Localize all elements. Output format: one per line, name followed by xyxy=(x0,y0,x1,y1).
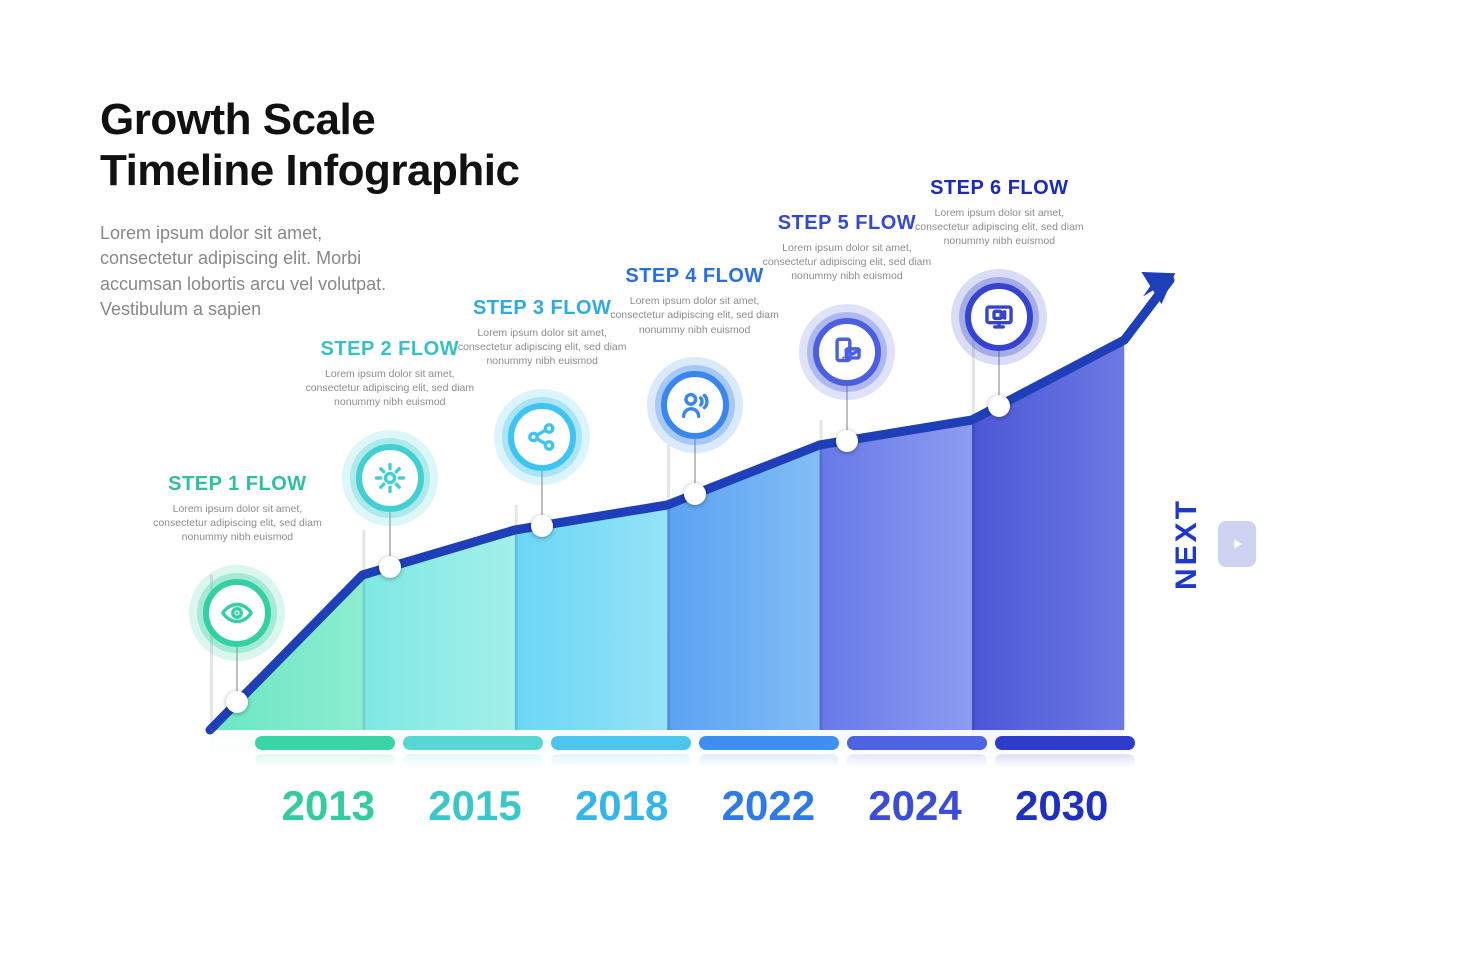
step-callout: STEP 1 FLOW Lorem ipsum dolor sit amet, … xyxy=(152,473,322,545)
year-pill-row xyxy=(255,736,1135,750)
step-title: STEP 5 FLOW xyxy=(762,212,932,235)
gear-icon xyxy=(356,444,424,512)
step-desc: Lorem ipsum dolor sit amet, consectetur … xyxy=(305,367,475,410)
step-title: STEP 1 FLOW xyxy=(152,473,322,496)
step-callout: STEP 3 FLOW Lorem ipsum dolor sit amet, … xyxy=(457,297,627,369)
year-label: 2015 xyxy=(402,782,549,830)
year-pill xyxy=(551,754,691,768)
video-monitor-icon xyxy=(965,283,1033,351)
next-group: NEXT xyxy=(1170,498,1256,590)
step-title: STEP 3 FLOW xyxy=(457,297,627,320)
step-marker xyxy=(531,515,553,537)
step-marker xyxy=(836,430,858,452)
step-title: STEP 2 FLOW xyxy=(305,338,475,361)
year-pill xyxy=(699,736,839,750)
step-icon-medallion xyxy=(342,430,438,526)
year-label: 2022 xyxy=(695,782,842,830)
title-line-1: Growth Scale xyxy=(100,95,519,146)
play-icon xyxy=(1229,536,1245,552)
year-label: 2024 xyxy=(842,782,989,830)
year-pill xyxy=(995,736,1135,750)
year-pill xyxy=(403,736,543,750)
step-callout: STEP 6 FLOW Lorem ipsum dolor sit amet, … xyxy=(914,177,1084,249)
step-desc: Lorem ipsum dolor sit amet, consectetur … xyxy=(457,326,627,369)
infographic-stage: Growth Scale Timeline Infographic Lorem … xyxy=(0,0,1470,980)
step-callout: STEP 4 FLOW Lorem ipsum dolor sit amet, … xyxy=(610,265,780,337)
next-label: NEXT xyxy=(1170,498,1204,590)
step-callout: STEP 5 FLOW Lorem ipsum dolor sit amet, … xyxy=(762,212,932,284)
step-title: STEP 6 FLOW xyxy=(914,177,1084,200)
year-pill xyxy=(255,736,395,750)
year-label: 2030 xyxy=(988,782,1135,830)
step-marker xyxy=(684,483,706,505)
share-icon xyxy=(508,403,576,471)
year-pill xyxy=(551,736,691,750)
year-pill xyxy=(847,736,987,750)
year-pill xyxy=(699,754,839,768)
year-pill xyxy=(847,754,987,768)
next-button[interactable] xyxy=(1218,521,1256,567)
mail-device-icon xyxy=(813,318,881,386)
year-label: 2018 xyxy=(548,782,695,830)
step-icon-medallion xyxy=(799,304,895,400)
step-marker xyxy=(988,395,1010,417)
step-title: STEP 4 FLOW xyxy=(610,265,780,288)
year-pill xyxy=(995,754,1135,768)
step-desc: Lorem ipsum dolor sit amet, consectetur … xyxy=(914,206,1084,249)
step-marker xyxy=(379,556,401,578)
title-line-2: Timeline Infographic xyxy=(100,146,519,197)
step-icon-medallion xyxy=(647,357,743,453)
step-desc: Lorem ipsum dolor sit amet, consectetur … xyxy=(152,502,322,545)
step-icon-medallion xyxy=(494,389,590,485)
step-callout: STEP 2 FLOW Lorem ipsum dolor sit amet, … xyxy=(305,338,475,410)
voice-icon xyxy=(661,371,729,439)
step-desc: Lorem ipsum dolor sit amet, consectetur … xyxy=(610,294,780,337)
year-pill xyxy=(255,754,395,768)
year-pill xyxy=(403,754,543,768)
step-icon-medallion xyxy=(189,565,285,661)
step-icon-medallion xyxy=(951,269,1047,365)
step-desc: Lorem ipsum dolor sit amet, consectetur … xyxy=(762,241,932,284)
year-label: 2013 xyxy=(255,782,402,830)
year-pill-reflection xyxy=(255,754,1135,768)
year-labels: 201320152018202220242030 xyxy=(255,782,1135,830)
